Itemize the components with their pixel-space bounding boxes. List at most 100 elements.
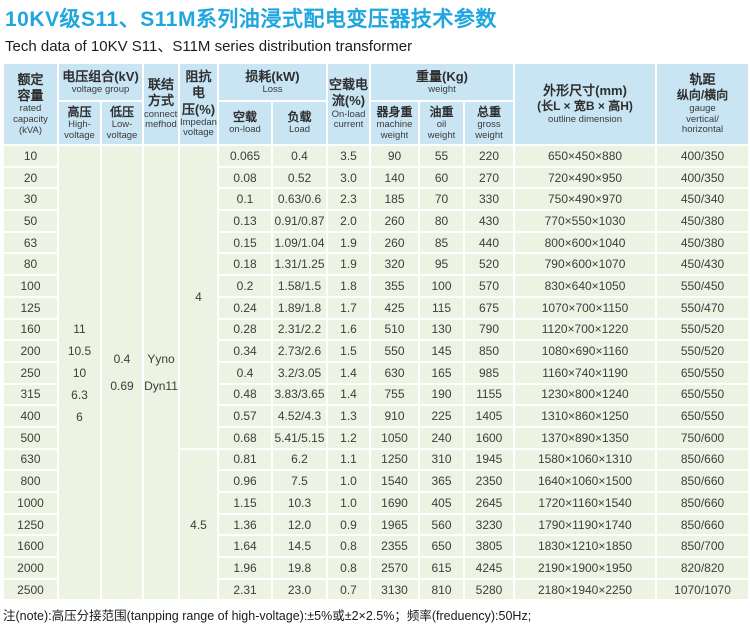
cell-gross-weight: 520 bbox=[463, 252, 516, 277]
cell-load-loss: 0.4 bbox=[270, 144, 329, 168]
cell-gross-weight: 3230 bbox=[463, 512, 516, 537]
cell-machine-weight: 355 bbox=[369, 274, 421, 298]
cell-connection: Yyno Dyn11 bbox=[142, 143, 180, 602]
cell-gauge: 400/350 bbox=[655, 144, 750, 168]
cell-machine-weight: 320 bbox=[369, 252, 421, 277]
cell-load-loss: 1.31/1.25 bbox=[270, 252, 329, 277]
cell-gross-weight: 850 bbox=[463, 339, 516, 363]
cell-load-loss: 0.52 bbox=[270, 165, 329, 190]
cell-machine-weight: 510 bbox=[369, 317, 421, 342]
cell-machine-weight: 1965 bbox=[369, 512, 421, 537]
cell-gauge: 820/820 bbox=[655, 556, 750, 580]
cell-no-load-current: 1.5 bbox=[326, 339, 372, 363]
cell-load-loss: 2.31/2.2 bbox=[270, 317, 329, 342]
cell-no-load-loss: 0.34 bbox=[217, 339, 273, 363]
cell-capacity: 630 bbox=[2, 447, 59, 472]
cell-no-load-loss: 0.96 bbox=[217, 469, 273, 493]
cell-no-load-current: 1.1 bbox=[326, 447, 372, 472]
table-row: 800 0.96 7.5 1.0 1540 365 2350 1640×1060×1500 85… bbox=[2, 469, 750, 493]
cell-capacity: 63 bbox=[2, 230, 59, 255]
cell-oil-weight: 165 bbox=[418, 360, 466, 385]
cell-outline-dimension: 750×490×970 bbox=[513, 187, 658, 212]
cell-oil-weight: 60 bbox=[418, 165, 466, 190]
cell-gauge: 550/520 bbox=[655, 339, 750, 363]
cell-no-load-loss: 0.57 bbox=[217, 404, 273, 428]
col-header-rated-capacity: 额定 容量 rated capacity (kVA) bbox=[2, 62, 59, 146]
cell-no-load-current: 1.7 bbox=[326, 295, 372, 320]
cell-oil-weight: 80 bbox=[418, 209, 466, 233]
cell-no-load-current: 2.3 bbox=[326, 187, 372, 212]
cell-gross-weight: 1600 bbox=[463, 425, 516, 450]
cell-no-load-current: 1.0 bbox=[326, 469, 372, 493]
table-row: 100 0.2 1.58/1.5 1.8 355 100 570 830×640×1050 55… bbox=[2, 274, 750, 298]
cell-oil-weight: 365 bbox=[418, 469, 466, 493]
col-header-gross-weight-en: gross weight bbox=[475, 119, 503, 141]
cell-machine-weight: 185 bbox=[369, 187, 421, 212]
cell-outline-dimension: 1790×1190×1740 bbox=[513, 512, 658, 537]
table-row: 1600 1.64 14.5 0.8 2355 650 3805 1830×1210×1850… bbox=[2, 534, 750, 559]
cell-load-loss: 10.3 bbox=[270, 491, 329, 515]
col-header-rated-capacity-en: rated capacity (kVA) bbox=[13, 103, 48, 136]
cell-no-load-current: 1.4 bbox=[326, 360, 372, 385]
cell-gross-weight: 1155 bbox=[463, 382, 516, 407]
table-row: 630 4.5 0.81 6.2 1.1 1250 310 1945 1580×1060×131… bbox=[2, 447, 750, 602]
cell-outline-dimension: 1370×890×1350 bbox=[513, 425, 658, 450]
cell-oil-weight: 85 bbox=[418, 230, 466, 255]
spec-table: 额定 容量 rated capacity (kVA) 电压组合(kV) volt… bbox=[2, 62, 750, 602]
cell-oil-weight: 130 bbox=[418, 317, 466, 342]
cell-gross-weight: 220 bbox=[463, 144, 516, 168]
col-header-oil-weight: 油重 oil weight bbox=[418, 100, 466, 146]
col-header-no-load-current: 空载电 流(%) On-load current bbox=[326, 62, 372, 146]
col-header-weight-en: weight bbox=[428, 83, 456, 95]
cell-no-load-loss: 0.28 bbox=[217, 317, 273, 342]
col-header-outline-zh2: (长L × 宽B × 高H) bbox=[537, 99, 633, 114]
cell-capacity: 100 bbox=[2, 274, 59, 298]
col-header-weight-zh: 重量(Kg) bbox=[416, 68, 469, 84]
col-header-high-voltage: 高压 High- voltage bbox=[57, 100, 102, 146]
cell-impedance: 4.5 bbox=[178, 447, 219, 602]
footer-note: 注(note):高压分接范围(tanpping range of high-vo… bbox=[3, 609, 532, 624]
table-row: 2000 1.96 19.8 0.8 2570 615 4245 2190×1900×1950… bbox=[2, 556, 750, 580]
cell-no-load-current: 0.8 bbox=[326, 534, 372, 559]
col-header-machine-weight-en: machine weight bbox=[376, 119, 413, 141]
col-header-gauge-zh2: 纵向/横向 bbox=[676, 88, 729, 103]
table-row: 200 0.34 2.73/2.6 1.5 550 145 850 1080×690×1160… bbox=[2, 339, 750, 363]
cell-capacity: 250 bbox=[2, 360, 59, 385]
col-header-impedance: 阻抗电 压(%) Impedance voltage bbox=[178, 62, 219, 146]
cell-machine-weight: 550 bbox=[369, 339, 421, 363]
cell-gross-weight: 440 bbox=[463, 230, 516, 255]
cell-capacity: 10 bbox=[2, 144, 59, 168]
cell-load-loss: 1.58/1.5 bbox=[270, 274, 329, 298]
cell-no-load-current: 1.6 bbox=[326, 317, 372, 342]
cell-oil-weight: 310 bbox=[418, 447, 466, 472]
cell-machine-weight: 3130 bbox=[369, 577, 421, 602]
cell-gross-weight: 675 bbox=[463, 295, 516, 320]
cell-capacity: 20 bbox=[2, 165, 59, 190]
cell-load-loss: 3.2/3.05 bbox=[270, 360, 329, 385]
cell-load-loss: 4.52/4.3 bbox=[270, 404, 329, 428]
cell-machine-weight: 260 bbox=[369, 230, 421, 255]
cell-load-loss: 3.83/3.65 bbox=[270, 382, 329, 407]
col-header-no-load-current-en: On-load current bbox=[331, 108, 366, 131]
cell-oil-weight: 190 bbox=[418, 382, 466, 407]
cell-oil-weight: 405 bbox=[418, 491, 466, 515]
cell-outline-dimension: 1120×700×1220 bbox=[513, 317, 658, 342]
cell-gauge: 850/660 bbox=[655, 469, 750, 493]
cell-capacity: 1000 bbox=[2, 491, 59, 515]
table-row: 10 11 10.5 10 6.3 6 0.4 0.69 Yyno Dyn11 4 0.0… bbox=[2, 143, 750, 602]
col-header-loss-no-load: 空载 on-load bbox=[217, 100, 273, 146]
cell-gross-weight: 790 bbox=[463, 317, 516, 342]
cell-gauge: 650/550 bbox=[655, 404, 750, 428]
cell-outline-dimension: 1830×1210×1850 bbox=[513, 534, 658, 559]
col-header-low-voltage-zh: 低压 bbox=[109, 104, 134, 119]
col-header-low-voltage: 低压 Low- voltage bbox=[100, 100, 144, 146]
cell-outline-dimension: 1080×690×1160 bbox=[513, 339, 658, 363]
cell-capacity: 50 bbox=[2, 209, 59, 233]
cell-no-load-loss: 1.96 bbox=[217, 556, 273, 580]
cell-high-voltage: 11 10.5 10 6.3 6 bbox=[57, 143, 102, 602]
cell-no-load-loss: 0.15 bbox=[217, 230, 273, 255]
cell-gross-weight: 2350 bbox=[463, 469, 516, 493]
cell-oil-weight: 55 bbox=[418, 144, 466, 168]
table-row: 500 0.68 5.41/5.15 1.2 1050 240 1600 1370×890×1… bbox=[2, 425, 750, 450]
cell-machine-weight: 630 bbox=[369, 360, 421, 385]
